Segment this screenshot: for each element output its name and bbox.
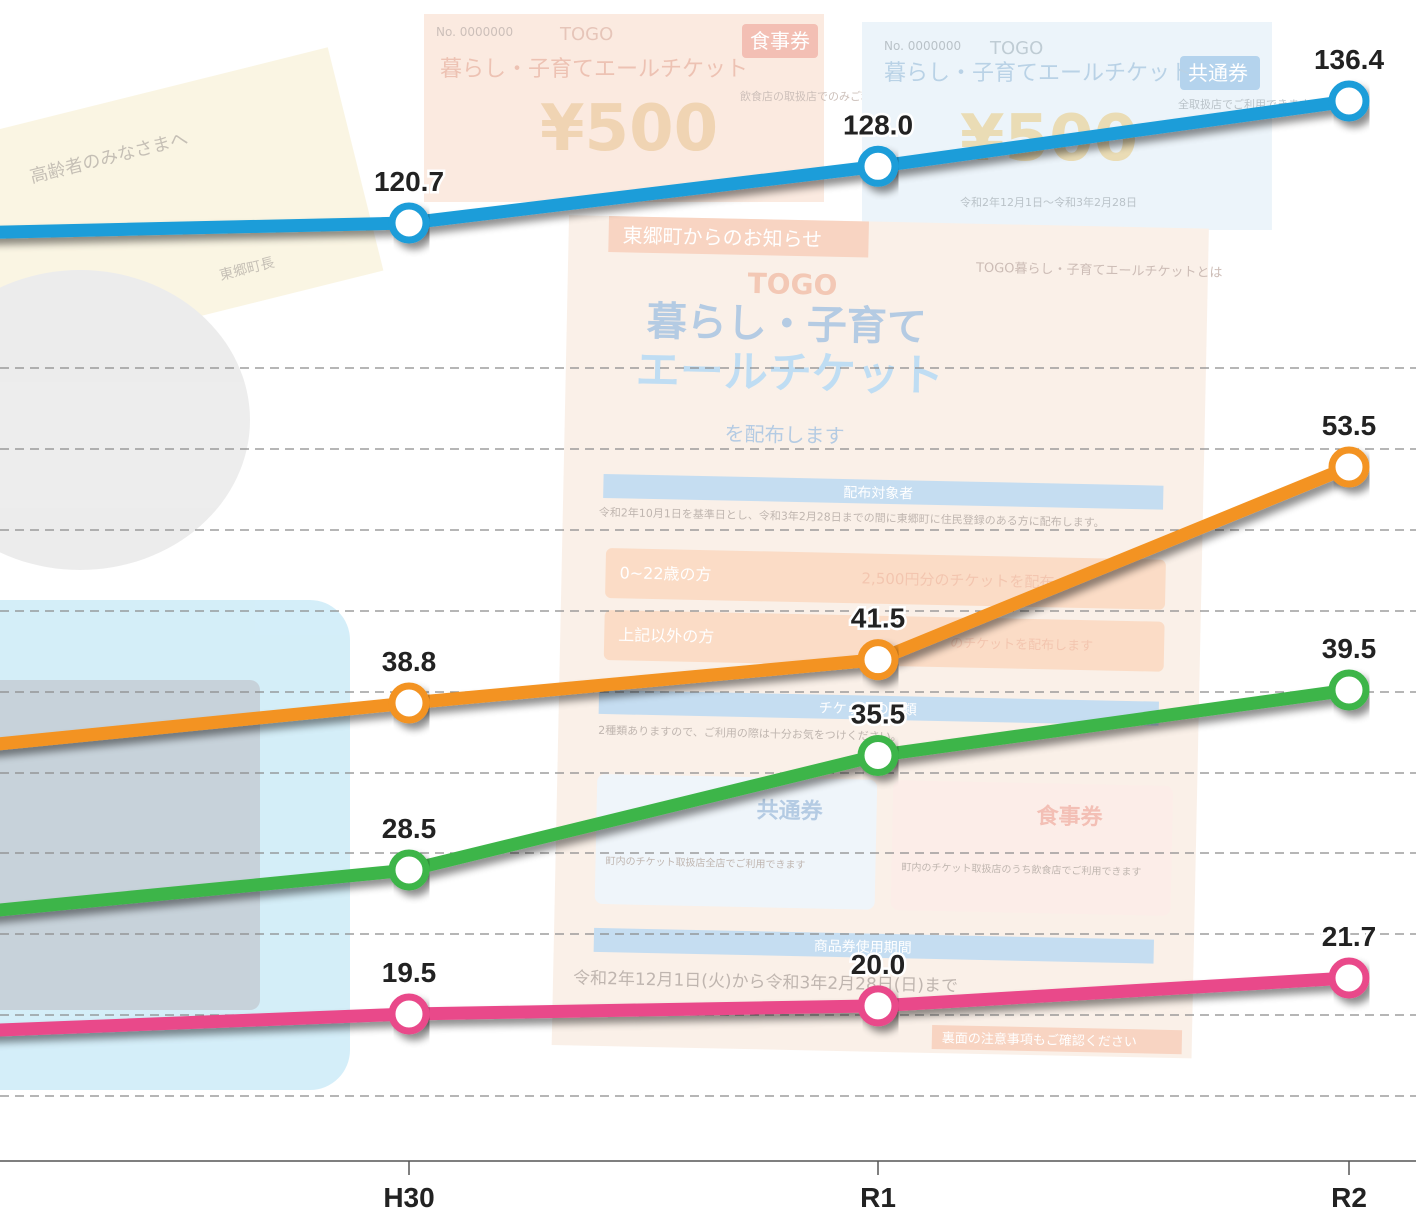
ticket-food-title: 暮らし・子育てエールチケット [440, 57, 748, 82]
data-label: 53.5 [1322, 410, 1377, 441]
data-labels: 120.7 128.0 136.4 38.8 41.5 53.5 28.5 35.5 39.5 1… [371, 42, 1386, 991]
ticket-common-number: No. 0000000 [884, 39, 961, 53]
data-point [388, 202, 430, 244]
flyer-section-period: 商品券使用期間 [814, 937, 912, 956]
data-label: 28.5 [382, 813, 437, 844]
data-point [1328, 446, 1370, 488]
ticket-common-period: 令和2年12月1日～令和3年2月28日 [960, 195, 1137, 209]
flyer-types-text: 2種類ありますので、ご利用の際は十分お気をつけください。 [598, 723, 902, 743]
ticket-common-kind: 共通券 [1188, 61, 1248, 85]
data-point [1328, 669, 1370, 711]
data-point [1328, 80, 1370, 122]
data-point [388, 849, 430, 891]
flyer: 東郷町からのお知らせ TOGO 暮らし・子育て エールチケット を配布します T… [551, 215, 1223, 1059]
flyer-group2: 上記以外の方 [618, 625, 714, 646]
series-line [0, 460, 1356, 751]
data-label: 21.7 [1322, 921, 1377, 952]
data-point [388, 682, 430, 724]
data-label: 39.5 [1322, 633, 1377, 664]
data-label: 19.5 [382, 957, 437, 988]
flyer-group1-amount: 2,500円分のチケットを配布 [861, 569, 1054, 591]
flyer-about-title: TOGO暮らし・子育てエールチケットとは [975, 260, 1223, 281]
flyer-group1: 0~22歳の方 [619, 563, 711, 584]
series-line [0, 971, 1356, 1037]
data-label: 38.8 [382, 646, 437, 677]
ticket-food-brand: TOGO [559, 24, 613, 45]
flyer-group2-amount: のチケットを配布します [950, 636, 1093, 654]
flyer-food-label: 食事券 [1036, 803, 1104, 830]
data-point [857, 985, 899, 1027]
x-tick-label: R1 [860, 1182, 896, 1213]
flyer-section-types: チケットの種類 [819, 701, 917, 719]
x-tick-label: H30 [383, 1182, 434, 1213]
series-line [0, 683, 1356, 917]
ticket-food-number: No. 0000000 [436, 25, 513, 39]
flyer-brand: TOGO [747, 267, 837, 302]
mask-cloth [0, 270, 250, 570]
series-group [0, 80, 1370, 1037]
flyer-section-target: 配布対象者 [843, 485, 913, 502]
ticket-food-amount: ¥500 [540, 92, 718, 166]
data-label: 136.4 [1314, 44, 1384, 75]
x-axis: H30 R1 R2 [0, 1160, 1416, 1213]
data-label: 120.7 [374, 166, 444, 197]
flyer-common-text: 町内のチケット取扱店全店でご利用できます [605, 854, 805, 871]
flyer-footer: 裏面の注意事項もご確認ください [942, 1030, 1137, 1050]
flyer-header: 東郷町からのお知らせ [622, 223, 822, 251]
ticket-food: 食事券 No. 0000000 TOGO 暮らし・子育てエールチケット ¥500… [424, 14, 937, 202]
data-label: 20.0 [851, 949, 906, 980]
data-label: 128.0 [843, 109, 913, 140]
data-label: 35.5 [851, 698, 906, 729]
data-point [857, 734, 899, 776]
flyer-subtitle: を配布します [724, 421, 844, 448]
ticket-common: 共通券 No. 0000000 TOGO 暮らし・子育てエールチケット ¥500… [862, 22, 1320, 230]
data-point [388, 993, 430, 1035]
data-point [857, 145, 899, 187]
ticket-food-note: 飲食店の取扱店でのみご利用できます。 [740, 89, 937, 103]
flyer-title-line2: エールチケット [635, 345, 944, 402]
data-label: 41.5 [851, 603, 906, 634]
x-tick-label: R2 [1331, 1182, 1367, 1213]
data-point [857, 639, 899, 681]
ticket-common-title: 暮らし・子育てエールチケット [884, 61, 1192, 86]
ticket-common-brand: TOGO [989, 38, 1043, 59]
backdrop-collage: 高齢者のみなさまへ 東郷町長 食事券 No. 0000000 TOGO 暮らし・… [0, 14, 1320, 1090]
data-point [1328, 957, 1370, 999]
flyer-title-line1: 暮らし・子育て [646, 299, 927, 351]
ticket-food-kind: 食事券 [750, 29, 810, 53]
flyer-common-label: 共通券 [756, 797, 824, 824]
series-line [0, 94, 1356, 239]
letter-paper: 高齢者のみなさまへ 東郷町長 [0, 47, 384, 363]
